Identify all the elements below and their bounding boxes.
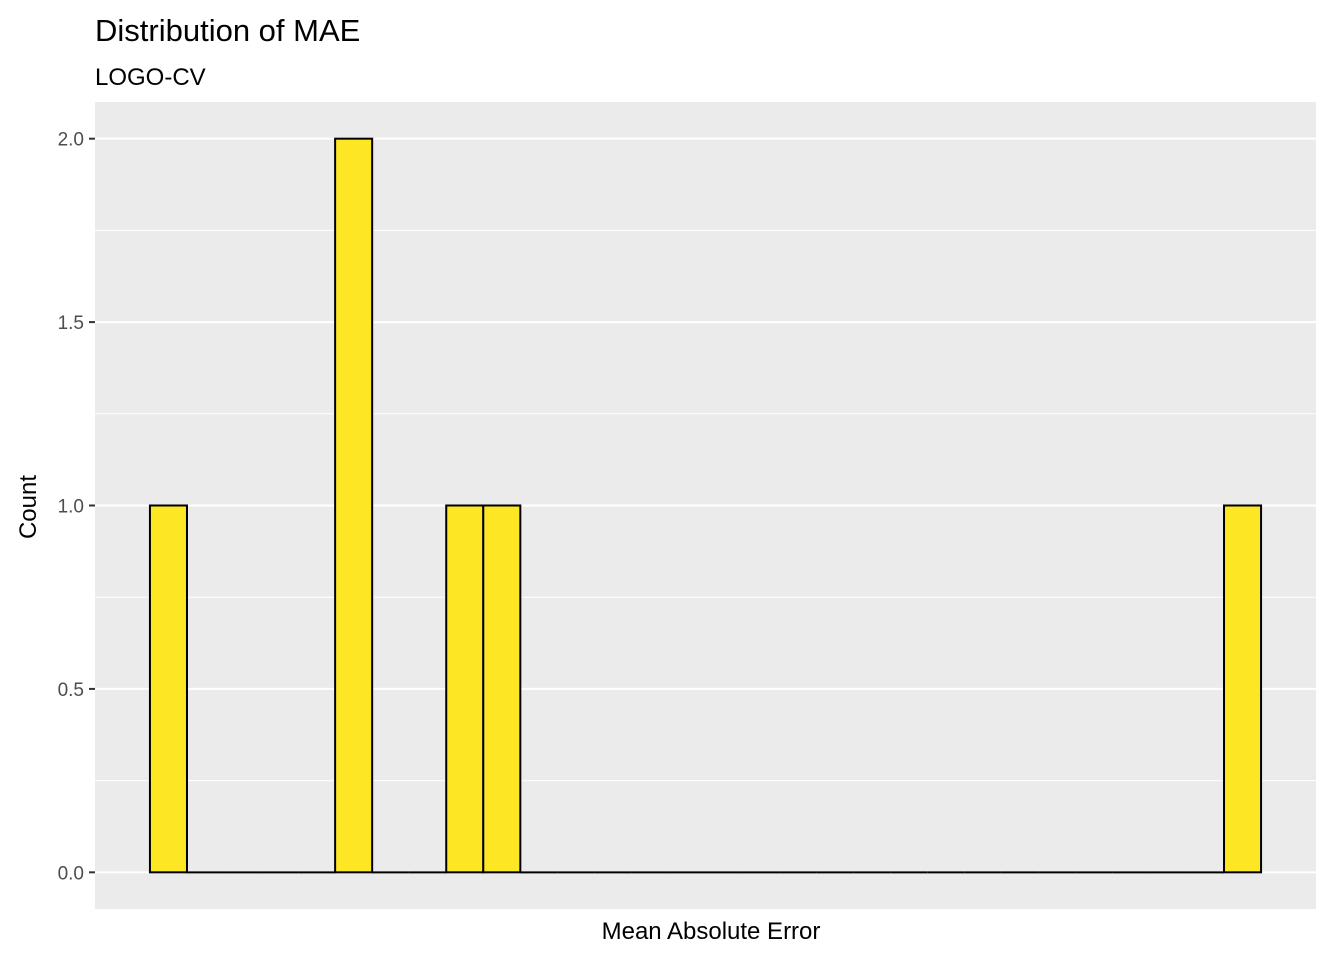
y-tick-label: 2.0	[58, 130, 84, 151]
y-tick-label: 1.5	[58, 313, 84, 334]
histogram-bar	[1223, 504, 1263, 874]
histogram-bar	[445, 504, 485, 874]
y-tick-label: 0.0	[58, 863, 84, 884]
y-axis-title: Count	[15, 475, 42, 539]
x-axis-title: Mean Absolute Error	[602, 918, 821, 945]
minor-gridlines	[95, 229, 1316, 782]
histogram-bar	[148, 504, 188, 874]
y-axis-ticks: 0.0 0.5 1.0 1.5 2.0	[58, 130, 95, 884]
major-gridlines	[95, 137, 1316, 874]
chart-title: Distribution of MAE	[95, 13, 360, 48]
bars-group	[148, 137, 1263, 874]
histogram-bar	[334, 137, 374, 874]
histogram-bar	[482, 504, 522, 874]
y-tick-label: 1.0	[58, 497, 84, 518]
chart-subtitle: LOGO-CV	[95, 64, 206, 91]
y-tick-label: 0.5	[58, 680, 84, 701]
